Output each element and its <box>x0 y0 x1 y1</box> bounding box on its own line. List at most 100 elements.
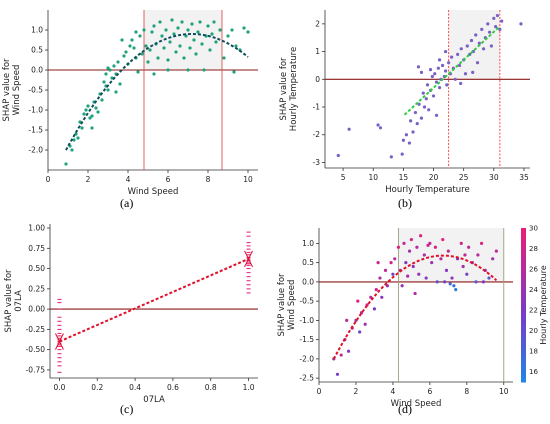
x-tick-label: 8 <box>464 387 469 396</box>
x-tick-label: 10 <box>368 173 378 182</box>
data-point <box>457 63 462 68</box>
fit-line <box>59 257 249 343</box>
data-point <box>144 44 148 48</box>
x-tick-label: 0.0 <box>53 383 65 392</box>
data-point <box>461 264 465 269</box>
shaded-region <box>398 228 504 282</box>
colorbar-segment <box>521 278 526 283</box>
data-point <box>120 38 124 42</box>
data-point <box>196 30 200 34</box>
colorbar-segment <box>521 305 526 310</box>
data-point <box>430 74 434 79</box>
x-tick-label: 0.4 <box>129 383 141 392</box>
data-point <box>477 41 481 45</box>
data-point <box>112 64 116 68</box>
data-point <box>413 110 418 115</box>
x-axis-label: Wind Speed <box>391 399 442 409</box>
x-tick-label: 4 <box>126 175 131 184</box>
x-tick-label: 6 <box>166 175 171 184</box>
data-point <box>391 272 395 276</box>
data-point <box>433 72 437 76</box>
data-point <box>206 24 210 28</box>
data-point <box>140 52 144 56</box>
y-tick-label: 1.0 <box>302 239 314 248</box>
y-tick-label: -3 <box>313 158 321 167</box>
colorbar-segment <box>521 324 526 329</box>
data-point <box>406 274 410 278</box>
colorbar-segment <box>521 270 526 275</box>
data-point <box>118 82 122 86</box>
colorbar-segment <box>521 266 526 271</box>
fit-line <box>65 33 249 151</box>
data-point <box>400 284 404 288</box>
data-point <box>202 68 206 72</box>
data-point <box>459 81 463 86</box>
data-point <box>383 268 388 272</box>
y-tick-label: 0.0 <box>31 66 43 75</box>
x-tick-label: 10 <box>243 175 253 184</box>
data-point <box>176 26 180 30</box>
data-point <box>500 19 504 23</box>
data-point <box>90 126 94 130</box>
data-point <box>70 148 74 152</box>
data-point <box>363 322 367 326</box>
data-point <box>413 291 417 296</box>
y-tick-label: -1.0 <box>28 106 43 115</box>
data-point <box>450 55 454 59</box>
data-point <box>426 243 430 247</box>
error-mark <box>244 250 253 268</box>
data-point <box>345 318 349 322</box>
data-point <box>465 44 469 48</box>
data-point <box>452 284 456 288</box>
colorbar-segment <box>521 235 526 241</box>
data-point <box>88 116 92 120</box>
data-point <box>76 136 80 140</box>
data-point <box>419 116 424 120</box>
data-point <box>422 253 426 257</box>
y-axis-label: SHAP value for <box>277 273 287 337</box>
data-point <box>488 30 492 34</box>
data-point <box>180 20 184 24</box>
data-point <box>393 257 397 261</box>
data-point <box>494 25 498 29</box>
data-point <box>158 20 162 24</box>
y-tick-label: 0.00 <box>28 305 45 314</box>
data-point <box>409 237 413 242</box>
y-tick-label: 2 <box>315 19 320 28</box>
data-point <box>475 61 480 65</box>
colorbar-segment <box>521 239 526 244</box>
data-point <box>448 282 452 286</box>
y-tick-label: -1.5 <box>28 126 43 135</box>
y-tick-label: -1.0 <box>299 316 314 325</box>
data-point <box>479 241 484 245</box>
data-point <box>376 261 380 265</box>
y-tick-label: 0.25 <box>28 284 45 293</box>
data-point <box>347 127 351 131</box>
colorbar-segment <box>521 316 526 321</box>
y-tick-label: 1.00 <box>28 224 45 233</box>
data-point <box>339 353 343 357</box>
x-axis-label: 07LA <box>143 395 165 405</box>
data-point <box>170 18 174 22</box>
x-tick-label: 0.8 <box>205 383 217 392</box>
colorbar-segment <box>521 320 526 325</box>
data-point <box>102 80 106 84</box>
data-point <box>427 108 431 112</box>
x-tick-label: 0 <box>46 175 51 184</box>
data-point <box>128 44 132 48</box>
data-point <box>358 330 362 334</box>
colorbar-segment <box>521 258 526 264</box>
data-point <box>182 56 186 60</box>
data-point <box>132 46 136 50</box>
data-point <box>385 284 389 288</box>
data-point <box>168 40 172 44</box>
colorbar-tick-label: 20 <box>529 327 538 335</box>
colorbar-segment <box>521 231 526 237</box>
colorbar-tick-label: 16 <box>529 368 538 376</box>
data-point <box>166 58 170 62</box>
data-point <box>106 66 110 70</box>
y-tick-label: 0.5 <box>31 46 43 55</box>
data-point <box>401 138 405 142</box>
x-tick-label: 35 <box>519 173 529 182</box>
data-point <box>425 83 430 87</box>
